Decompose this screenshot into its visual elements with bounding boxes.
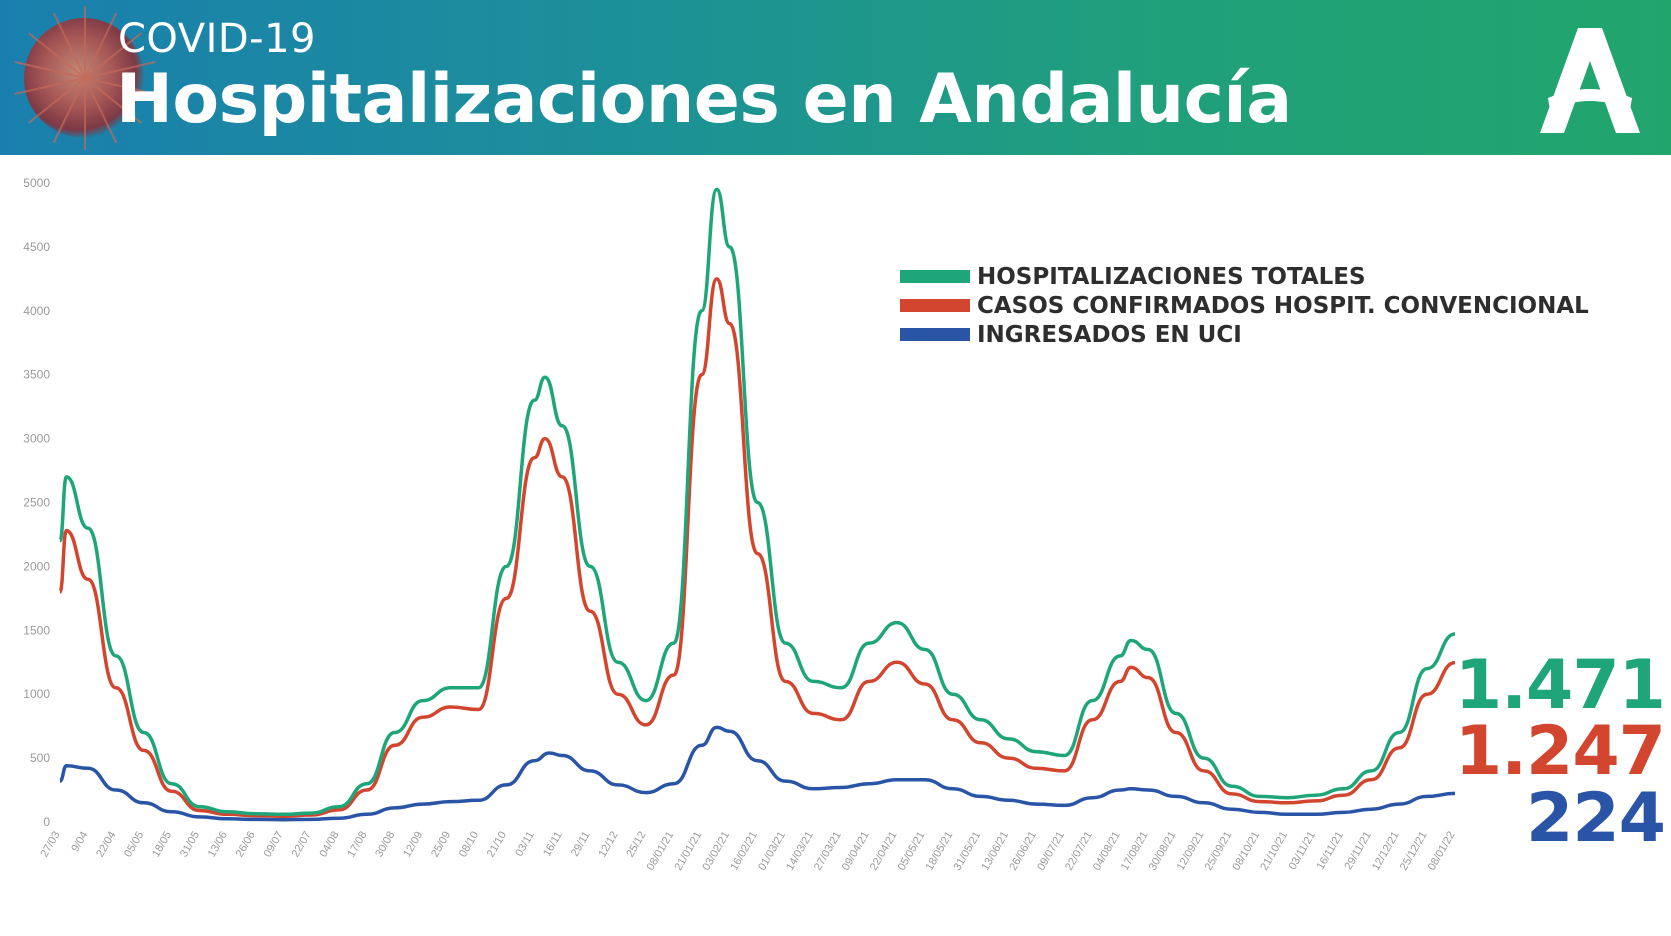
x-tick-label: 27/03 [38,830,62,860]
final-value-total: 1.471 [1454,646,1666,725]
x-tick-label: 25/12 [624,830,648,860]
series-line-hospitalizaciones-totales [58,187,1456,817]
x-tick-label: 21/10 [485,830,509,860]
x-tick-label: 16/11 [541,830,565,859]
chart-legend: HOSPITALIZACIONES TOTALES CASOS CONFIRMAD… [900,264,1589,348]
y-tick-label: 3500 [23,368,50,382]
y-tick-label: 2500 [23,496,50,510]
series-line-casos-confirmados-hospit-convencional [58,277,1456,818]
page-title: Hospitalizaciones en Andalucía [116,60,1292,139]
legend-label: CASOS CONFIRMADOS HOSPIT. CONVENCIONAL [977,293,1589,319]
legend-label: HOSPITALIZACIONES TOTALES [977,264,1366,290]
x-tick-label: 9/04 [69,830,90,855]
legend-label: INGRESADOS EN UCI [977,322,1242,348]
x-tick-label: 18/05 [150,830,174,860]
x-axis-ticks: 27/03 9/04 22/04 05/05 18/05 31/05 13/06 26/06 0… [38,830,1457,873]
y-tick-label: 1000 [23,687,50,701]
junta-andalucia-logo-icon [1540,28,1640,133]
y-tick-label: 4000 [23,304,50,318]
x-tick-label: 05/05 [122,830,146,860]
x-tick-label: 17/08 [345,830,369,860]
header-suptitle: COVID-19 [118,16,317,62]
y-tick-label: 1500 [23,623,50,637]
x-tick-label: 03/11/21 [1287,830,1318,872]
x-tick-label: 25/09 [429,830,453,860]
x-tick-label: 22/04 [94,830,118,860]
x-tick-label: 04/08 [317,830,341,860]
y-tick-label: 3000 [23,432,50,446]
y-tick-label: 2000 [23,559,50,573]
x-tick-label: 13/06 [206,830,230,860]
x-tick-label: 03/11 [513,830,537,859]
x-tick-label: 12/09 [401,830,425,860]
x-tick-label: 08/01/22 [1426,830,1458,873]
x-tick-label: 09/07 [262,830,286,860]
final-value-uci: 224 [1526,779,1666,858]
x-tick-label: 30/08 [373,830,397,860]
series-line-ingresados-en-uci [59,725,1456,822]
coronavirus-spike [84,78,86,150]
coronavirus-spike [84,6,86,78]
final-value-convencional: 1.247 [1454,712,1666,791]
x-tick-label: 16/11/21 [1315,830,1346,872]
x-tick-label: 31/05 [178,830,202,860]
x-tick-label: 12/12 [596,830,620,860]
legend-swatch [900,270,970,283]
x-tick-label: 29/11/21 [1342,830,1373,872]
legend-swatch [900,328,970,341]
legend-swatch [900,299,970,312]
y-tick-label: 500 [30,751,50,765]
y-tick-label: 4500 [23,240,50,254]
x-tick-label: 29/11 [569,830,593,859]
x-tick-label: 26/06 [234,830,258,860]
header-banner: COVID-19 Hospitalizaciones en Andalucía [0,0,1671,155]
x-tick-label: 22/07 [290,830,314,860]
series-lines [58,187,1456,822]
y-tick-label: 5000 [23,176,50,190]
y-axis-ticks: 0 500 1000 1500 2000 2500 3000 3500 4000 4500 5000 [23,176,50,829]
hospitalizations-line-chart: 0 500 1000 1500 2000 2500 3000 3500 4000 4500 5000… [23,176,1589,873]
y-tick-label: 0 [43,815,50,829]
x-tick-label: 08/10 [457,830,481,860]
